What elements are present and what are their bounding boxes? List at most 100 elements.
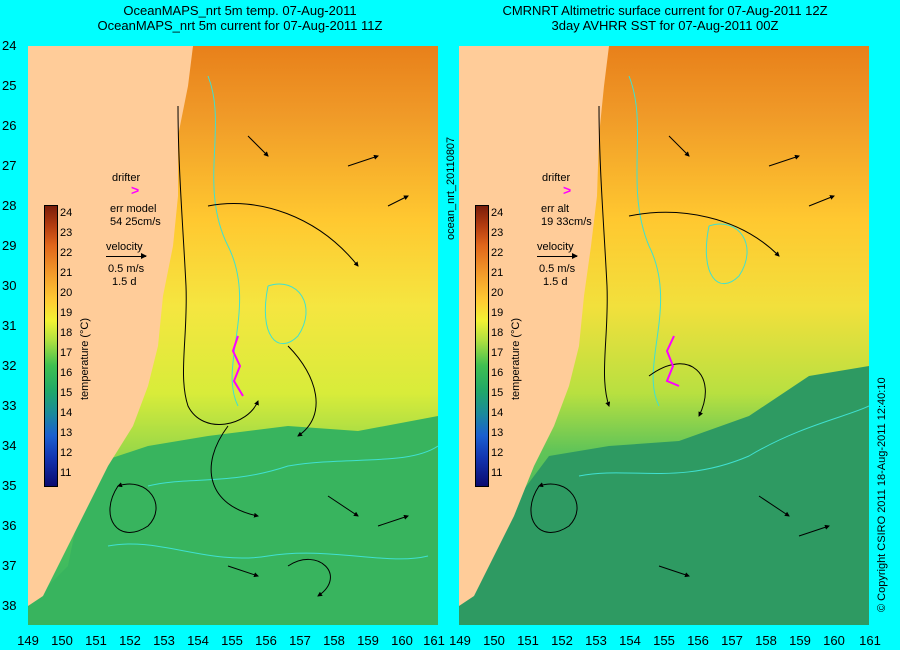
left-colorbar	[44, 205, 58, 487]
right-land	[459, 46, 609, 606]
colorbar-label: 12	[60, 447, 73, 459]
right-colorbar-title: temperature (°C)	[510, 317, 522, 400]
x-tick-right: 152	[551, 633, 573, 648]
y-tick-left: 35	[2, 478, 17, 493]
colorbar-label: 17	[491, 347, 504, 359]
x-tick-left: 160	[391, 633, 413, 648]
right-velocity-scale: 0.5 m/s	[539, 263, 576, 275]
colorbar-label: 23	[60, 227, 73, 239]
x-tick-right: 157	[721, 633, 743, 648]
left-velocity-scale-arrow	[106, 253, 147, 259]
y-tick-left: 34	[2, 438, 17, 453]
x-tick-left: 152	[119, 633, 141, 648]
colorbar-label: 19	[60, 307, 73, 319]
right-drifter-marker: >	[563, 182, 572, 198]
colorbar-label: 11	[491, 467, 503, 479]
colorbar-label: 21	[491, 267, 504, 279]
y-tick-left: 31	[2, 318, 17, 333]
colorbar-label: 13	[491, 427, 504, 439]
right-drifter-label: drifter	[542, 172, 571, 184]
colorbar-label: 18	[491, 327, 504, 339]
y-tick-left: 38	[2, 598, 17, 613]
left-panel-title: OceanMAPS_nrt 5m temp. 07-Aug-2011 Ocean…	[40, 3, 440, 33]
left-current-vectors	[109, 105, 409, 597]
right-green-region	[459, 366, 869, 625]
y-tick-left: 37	[2, 558, 17, 573]
left-colorbar-title: temperature (°C)	[79, 317, 91, 400]
colorbar-label: 24	[60, 207, 73, 219]
y-tick-left: 30	[2, 278, 17, 293]
x-tick-right: 151	[517, 633, 539, 648]
x-tick-right: 153	[585, 633, 607, 648]
left-title-line2: OceanMAPS_nrt 5m current for 07-Aug-2011…	[97, 18, 383, 33]
right-colorbar	[475, 205, 489, 487]
colorbar-label: 21	[60, 267, 73, 279]
y-tick-left: 32	[2, 358, 17, 373]
y-tick-left: 33	[2, 398, 17, 413]
x-tick-right: 154	[619, 633, 641, 648]
x-tick-right: 156	[687, 633, 709, 648]
left-err-value: 54 25cm/s	[110, 216, 161, 228]
right-current-vectors	[530, 105, 835, 578]
colorbar-label: 15	[491, 387, 504, 399]
colorbar-label: 15	[60, 387, 73, 399]
right-velocity-scale-arrow	[537, 253, 578, 259]
center-side-label: ocean_nrt_20110807	[445, 136, 457, 240]
colorbar-label: 23	[491, 227, 504, 239]
x-tick-right: 150	[483, 633, 505, 648]
right-contours	[578, 75, 869, 477]
colorbar-label: 19	[491, 307, 504, 319]
right-map	[459, 46, 869, 625]
right-map-svg	[459, 46, 869, 625]
y-tick-left: 29	[2, 238, 17, 253]
y-tick-left: 26	[2, 118, 17, 133]
right-title-line2: 3day AVHRR SST for 07-Aug-2011 00Z	[551, 18, 779, 33]
colorbar-label: 20	[60, 287, 73, 299]
x-tick-left: 161	[423, 633, 445, 648]
y-tick-left: 25	[2, 78, 17, 93]
left-velocity-scale: 0.5 m/s	[108, 263, 145, 275]
left-drifter-marker: >	[131, 182, 140, 198]
x-tick-right: 155	[653, 633, 675, 648]
left-drifter-label: drifter	[112, 172, 141, 184]
x-tick-left: 153	[153, 633, 175, 648]
x-tick-right: 159	[789, 633, 811, 648]
left-err-label: err model	[110, 203, 157, 215]
x-tick-left: 158	[323, 633, 345, 648]
colorbar-label: 22	[60, 247, 73, 259]
x-tick-left: 150	[51, 633, 73, 648]
left-contours	[107, 75, 438, 560]
right-err-label: err alt	[541, 203, 570, 215]
left-green-region	[28, 416, 438, 625]
x-tick-left: 154	[187, 633, 209, 648]
colorbar-label: 13	[60, 427, 73, 439]
right-err-value: 19 33cm/s	[541, 216, 592, 228]
x-tick-left: 157	[289, 633, 311, 648]
colorbar-label: 18	[60, 327, 73, 339]
left-velocity-days: 1.5 d	[112, 276, 137, 288]
x-tick-left: 156	[255, 633, 277, 648]
x-tick-left: 151	[85, 633, 107, 648]
right-velocity-days: 1.5 d	[543, 276, 568, 288]
colorbar-label: 20	[491, 287, 504, 299]
y-tick-left: 36	[2, 518, 17, 533]
left-map	[28, 46, 438, 625]
colorbar-label: 12	[491, 447, 504, 459]
left-title-line1: OceanMAPS_nrt 5m temp. 07-Aug-2011	[123, 3, 357, 18]
colorbar-label: 16	[491, 367, 504, 379]
x-tick-right: 160	[823, 633, 845, 648]
colorbar-label: 14	[60, 407, 73, 419]
x-tick-right: 161	[859, 633, 881, 648]
right-drifter-track	[665, 335, 680, 387]
y-tick-left: 24	[2, 38, 17, 53]
colorbar-label: 11	[60, 467, 72, 479]
colorbar-label: 24	[491, 207, 504, 219]
left-land	[28, 46, 193, 606]
left-drifter-track	[231, 335, 244, 397]
x-tick-right: 149	[449, 633, 471, 648]
colorbar-label: 22	[491, 247, 504, 259]
right-title-line1: CMRNRT Altimetric surface current for 07…	[502, 3, 828, 18]
x-tick-left: 155	[221, 633, 243, 648]
y-tick-left: 28	[2, 198, 17, 213]
x-tick-left: 149	[17, 633, 39, 648]
